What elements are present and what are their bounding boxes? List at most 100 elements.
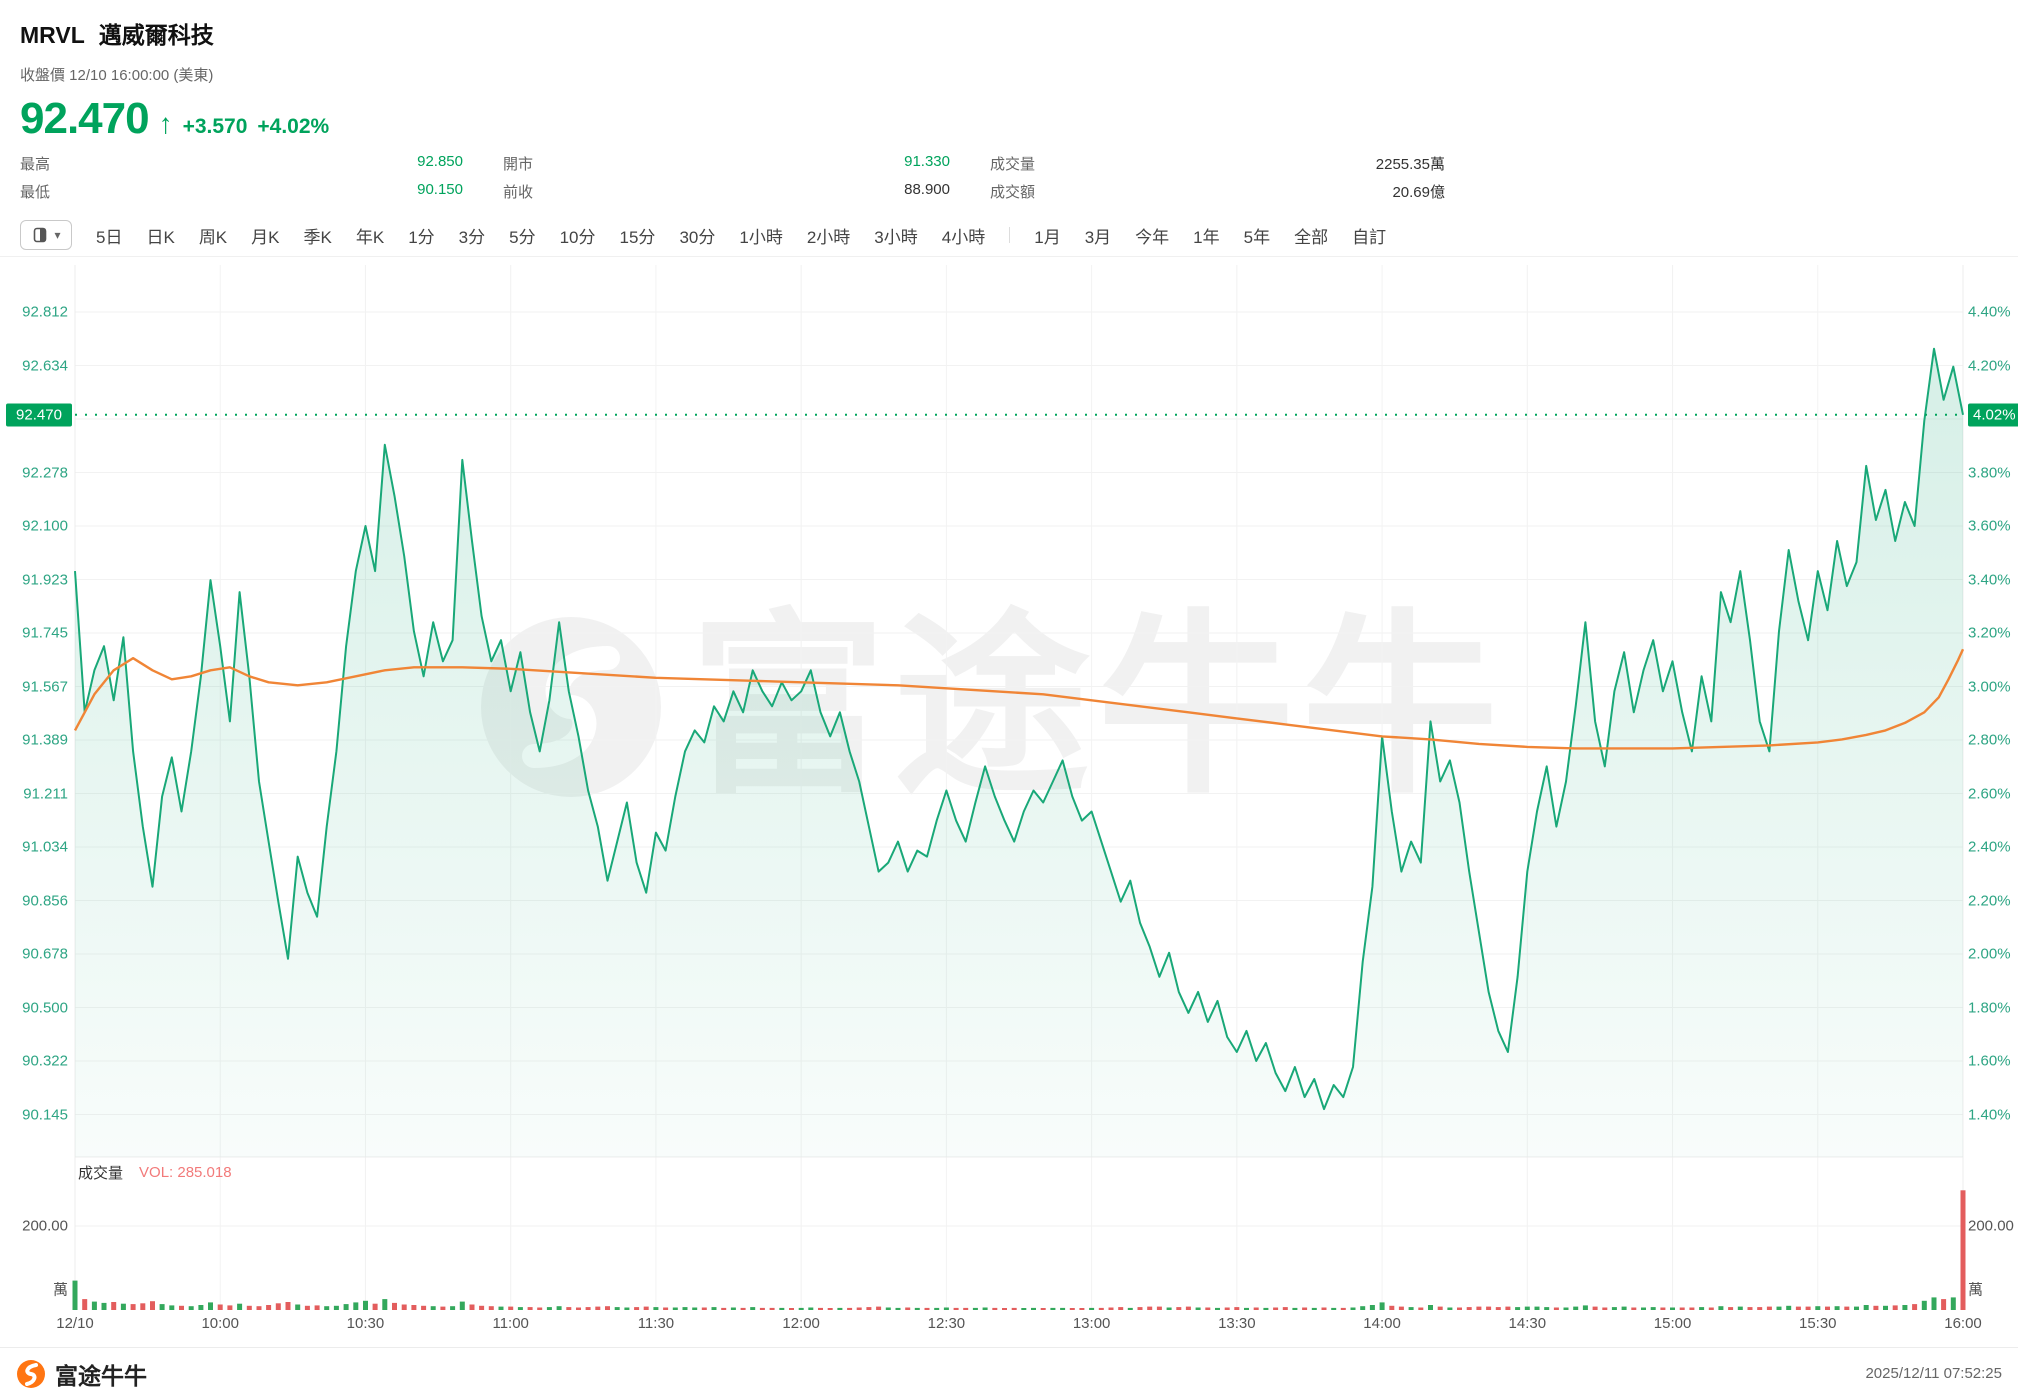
- x-axis-label: 15:30: [1798, 1315, 1837, 1333]
- stat-最高: 最高 92.850: [20, 153, 463, 174]
- volume-bar: [1447, 1307, 1453, 1311]
- volume-unit-left: 萬: [52, 1281, 68, 1299]
- tab-4小時[interactable]: 4小時: [941, 227, 986, 247]
- volume-bar: [643, 1306, 649, 1311]
- volume-bar: [1215, 1307, 1220, 1311]
- volume-bar: [905, 1307, 911, 1311]
- volume-bar: [653, 1307, 659, 1311]
- stat-最低: 最低 90.150: [20, 181, 463, 202]
- stat-成交量: 成交量 2255.35萬: [990, 153, 1445, 174]
- volume-bar: [1050, 1307, 1056, 1311]
- tab-1年[interactable]: 1年: [1193, 227, 1220, 247]
- pct-axis-label: 3.80%: [1968, 464, 2011, 482]
- volume-bar: [1428, 1305, 1433, 1311]
- brand-name: 富途牛牛: [55, 1362, 147, 1389]
- volume-bar: [1873, 1305, 1879, 1311]
- tab-全部[interactable]: 全部: [1294, 227, 1329, 247]
- current-price-badge: 92.470: [6, 403, 72, 427]
- volume-bar: [692, 1307, 698, 1311]
- price-axis-label: 92.634: [22, 357, 68, 375]
- volume-bar: [1728, 1307, 1734, 1311]
- volume-bar: [1834, 1306, 1840, 1311]
- volume-bar: [1805, 1306, 1811, 1311]
- tab-5日[interactable]: 5日: [96, 227, 123, 247]
- volume-bar: [934, 1307, 940, 1311]
- tab-30分[interactable]: 30分: [679, 227, 716, 247]
- tab-3月[interactable]: 3月: [1084, 227, 1112, 247]
- tab-年K[interactable]: 年K: [355, 227, 385, 247]
- volume-bar: [1892, 1305, 1898, 1311]
- volume-bar: [798, 1307, 804, 1311]
- volume-bar: [1079, 1308, 1085, 1311]
- volume-bar: [1815, 1306, 1821, 1311]
- tab-1月[interactable]: 1月: [1034, 227, 1061, 247]
- volume-bar: [1737, 1306, 1743, 1311]
- volume-bar: [546, 1307, 552, 1311]
- volume-bar: [1863, 1305, 1869, 1311]
- tab-今年[interactable]: 今年: [1135, 227, 1170, 247]
- volume-bar: [1137, 1307, 1143, 1311]
- volume-bar: [1631, 1307, 1637, 1311]
- volume-bar: [972, 1307, 978, 1311]
- volume-bar: [188, 1306, 194, 1311]
- stats-grid: 最高 92.850 開市 91.330 成交量 2255.35萬 最低 90.150 前收 88.…: [20, 153, 1998, 202]
- stat-label: 最高: [20, 156, 51, 173]
- tab-日K[interactable]: 日K: [146, 227, 175, 247]
- volume-bar: [953, 1307, 959, 1311]
- volume-bar: [740, 1307, 746, 1311]
- volume-bar: [808, 1307, 814, 1311]
- tab-自訂[interactable]: 自訂: [1352, 227, 1387, 247]
- volume-bar: [82, 1299, 88, 1311]
- volume-bar: [1573, 1306, 1579, 1311]
- x-axis-label: 14:00: [1363, 1315, 1401, 1333]
- volume-header: 成交量 VOL: 285.018: [78, 1162, 232, 1183]
- pct-axis-label: 2.00%: [1968, 945, 2011, 963]
- price-axis-label: 91.211: [23, 785, 68, 803]
- volume-bar: [1854, 1306, 1859, 1311]
- stat-value: 20.69億: [1392, 184, 1445, 201]
- stat-開市: 開市 91.330: [503, 153, 950, 174]
- volume-bar: [1292, 1307, 1298, 1311]
- tab-5年[interactable]: 5年: [1243, 227, 1271, 247]
- chart-area[interactable]: 富途牛牛 成交量 VOL: 285.018 92.812 92.634 92.470…: [0, 257, 2018, 1347]
- chart-type-selector-button[interactable]: ▾: [20, 220, 72, 251]
- tab-月K[interactable]: 月K: [251, 227, 280, 247]
- volume-bar: [672, 1307, 678, 1311]
- volume-bar: [266, 1305, 272, 1311]
- tab-1分[interactable]: 1分: [408, 227, 435, 247]
- stat-label: 成交量: [990, 156, 1036, 173]
- stat-value: 88.900: [904, 181, 950, 198]
- volume-bar: [363, 1300, 368, 1311]
- volume-bar: [1786, 1305, 1792, 1311]
- tab-2小時[interactable]: 2小時: [806, 227, 851, 247]
- volume-bar: [401, 1304, 407, 1311]
- tab-10分[interactable]: 10分: [559, 227, 596, 247]
- volume-bar: [556, 1306, 562, 1311]
- volume-bar: [1147, 1306, 1153, 1311]
- volume-bar: [1650, 1307, 1656, 1311]
- volume-bar: [111, 1302, 117, 1311]
- tab-1小時[interactable]: 1小時: [739, 227, 783, 247]
- pct-axis-label: 2.60%: [1968, 785, 2011, 803]
- volume-bar: [1098, 1307, 1104, 1311]
- pct-axis-label: 2.40%: [1968, 838, 2011, 856]
- volume-bar: [1602, 1307, 1608, 1311]
- tab-周K[interactable]: 周K: [198, 227, 228, 247]
- tab-3分[interactable]: 3分: [458, 227, 486, 247]
- tab-15分[interactable]: 15分: [619, 227, 656, 247]
- volume-bar: [150, 1301, 155, 1311]
- x-axis-label: 12/10: [56, 1315, 94, 1333]
- volume-bar: [1505, 1306, 1511, 1311]
- volume-bar: [1002, 1308, 1007, 1311]
- tab-季K[interactable]: 季K: [303, 227, 332, 247]
- volume-bar: [837, 1307, 843, 1311]
- stat-label: 開市: [503, 156, 534, 173]
- tab-3小時[interactable]: 3小時: [874, 227, 918, 247]
- tab-5分[interactable]: 5分: [509, 227, 536, 247]
- volume-bar: [1263, 1307, 1269, 1311]
- pct-axis-label: 3.40%: [1968, 571, 2011, 589]
- volume-bar: [179, 1305, 184, 1311]
- volume-bar: [963, 1307, 969, 1311]
- price-volume-plot[interactable]: [0, 257, 2018, 1347]
- volume-bar: [701, 1307, 707, 1311]
